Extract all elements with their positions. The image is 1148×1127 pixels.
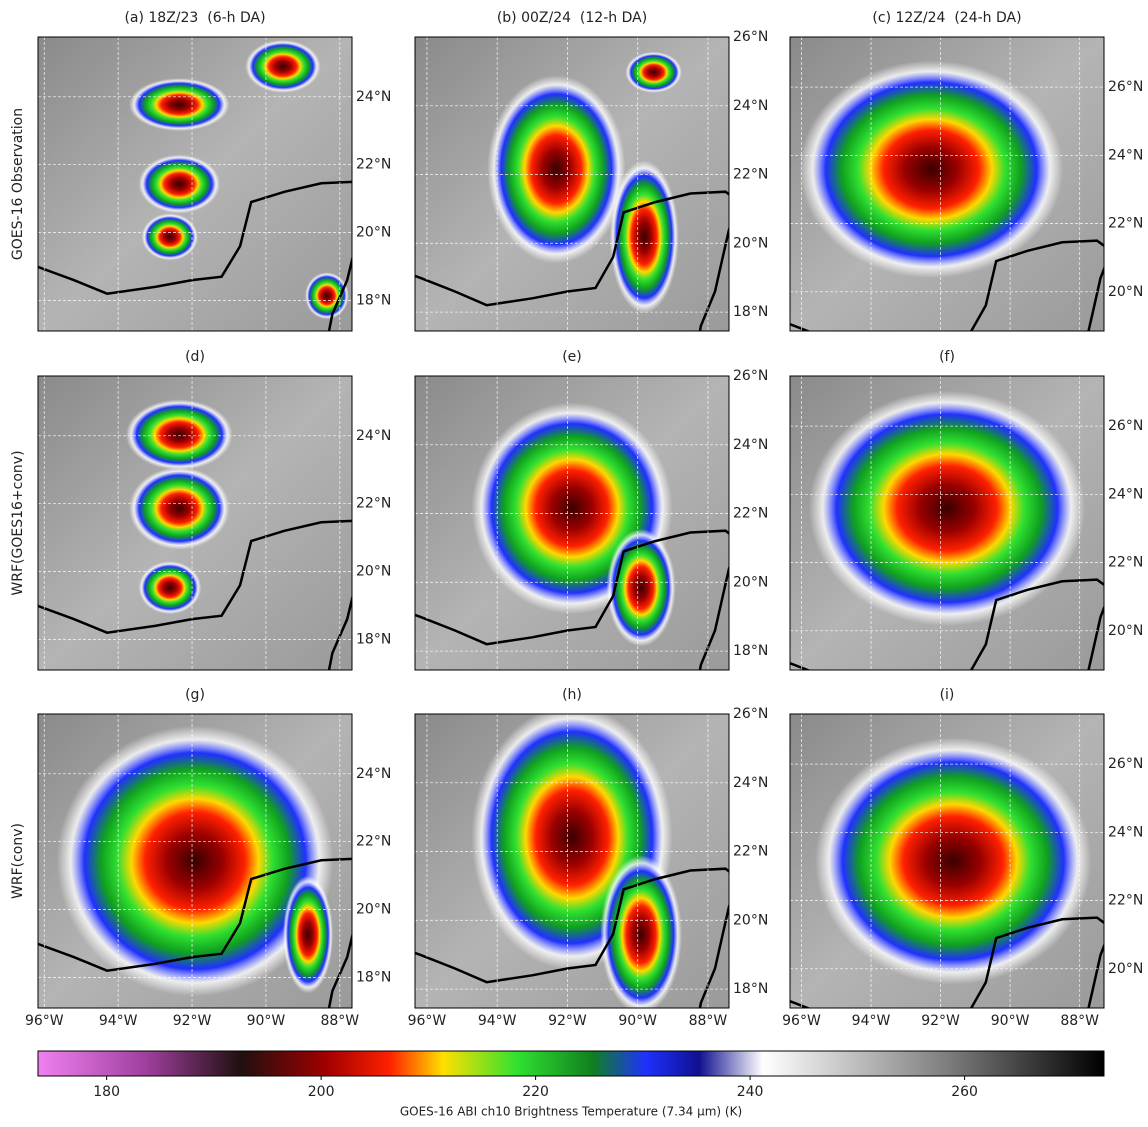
colorbar-tick-label: 180 bbox=[93, 1084, 120, 1100]
lat-tick-label: 18°N bbox=[356, 969, 391, 985]
lat-tick-label: 22°N bbox=[1108, 216, 1143, 232]
panel-title: (i) bbox=[940, 687, 955, 703]
lat-tick-label: 26°N bbox=[733, 368, 768, 384]
row-label: GOES-16 Observation bbox=[10, 108, 26, 260]
lat-tick-label: 24°N bbox=[356, 766, 391, 782]
cloud-area bbox=[799, 61, 1063, 279]
lat-tick-label: 20°N bbox=[733, 574, 768, 590]
cloud-area bbox=[138, 155, 220, 214]
panel-title: (b) 00Z/24 (12-h DA) bbox=[497, 10, 647, 26]
lat-tick-label: 24°N bbox=[733, 98, 768, 114]
colorbar bbox=[38, 1051, 1104, 1076]
lat-tick-label: 24°N bbox=[733, 775, 768, 791]
lon-tick-label: 96°W bbox=[408, 1013, 447, 1029]
lon-tick-label: 90°W bbox=[247, 1013, 286, 1029]
colorbar-tick-label: 200 bbox=[308, 1084, 335, 1100]
cloud-area bbox=[129, 78, 229, 131]
lon-tick-label: 92°W bbox=[921, 1013, 960, 1029]
panel-title: (a) 18Z/23 (6-h DA) bbox=[124, 10, 265, 26]
lon-tick-label: 92°W bbox=[173, 1013, 212, 1029]
lon-tick-label: 90°W bbox=[618, 1013, 657, 1029]
map-panel bbox=[7, 37, 373, 351]
lat-tick-label: 18°N bbox=[356, 631, 391, 647]
cloud-area bbox=[129, 467, 229, 549]
cloud-area bbox=[245, 40, 320, 93]
colorbar-tick-label: 260 bbox=[951, 1084, 978, 1100]
lat-tick-label: 20°N bbox=[733, 912, 768, 928]
row-label: WRF(conv) bbox=[10, 823, 26, 899]
map-panel bbox=[767, 714, 1111, 1088]
lat-tick-label: 20°N bbox=[356, 564, 391, 580]
cloud-area bbox=[126, 400, 233, 471]
lat-tick-label: 26°N bbox=[1108, 418, 1143, 434]
map-panel bbox=[392, 705, 740, 1041]
map-panel bbox=[392, 37, 740, 364]
lat-tick-label: 18°N bbox=[733, 304, 768, 320]
lon-tick-label: 88°W bbox=[320, 1013, 359, 1029]
lon-tick-label: 94°W bbox=[852, 1013, 891, 1029]
row-label: WRF(GOES16+conv) bbox=[10, 450, 26, 595]
lat-tick-label: 22°N bbox=[733, 506, 768, 522]
lon-tick-label: 96°W bbox=[782, 1013, 821, 1029]
lat-tick-label: 18°N bbox=[733, 643, 768, 659]
panel-title: (f) bbox=[939, 349, 955, 365]
map-panel bbox=[7, 714, 373, 1028]
lat-tick-label: 24°N bbox=[1108, 486, 1143, 502]
lon-tick-label: 96°W bbox=[25, 1013, 64, 1029]
figure: GOES-16 Observation (a) 18Z/23 (6-h DA) 18… bbox=[0, 0, 1148, 1127]
lat-tick-label: 22°N bbox=[356, 834, 391, 850]
lat-tick-label: 20°N bbox=[356, 225, 391, 241]
lat-tick-label: 24°N bbox=[356, 89, 391, 105]
lat-tick-label: 20°N bbox=[356, 902, 391, 918]
lat-tick-label: 24°N bbox=[1108, 147, 1143, 163]
lon-tick-label: 88°W bbox=[1060, 1013, 1099, 1029]
lat-tick-label: 22°N bbox=[356, 157, 391, 173]
panel-title: (c) 12Z/24 (24-h DA) bbox=[872, 10, 1021, 26]
lon-tick-label: 94°W bbox=[99, 1013, 138, 1029]
lat-tick-label: 26°N bbox=[733, 706, 768, 722]
lat-tick-label: 20°N bbox=[1108, 284, 1143, 300]
panel-title: (e) bbox=[562, 349, 582, 365]
panel-title: (g) bbox=[185, 687, 205, 703]
lon-tick-label: 90°W bbox=[991, 1013, 1030, 1029]
lat-tick-label: 22°N bbox=[733, 844, 768, 860]
lat-tick-label: 22°N bbox=[1108, 893, 1143, 909]
cloud-area bbox=[142, 213, 199, 260]
lat-tick-label: 26°N bbox=[1108, 79, 1143, 95]
lat-tick-label: 24°N bbox=[733, 437, 768, 453]
panel-title: (d) bbox=[185, 349, 205, 365]
lat-tick-label: 20°N bbox=[733, 235, 768, 251]
lat-tick-label: 26°N bbox=[733, 29, 768, 45]
lat-tick-label: 24°N bbox=[1108, 824, 1143, 840]
lon-tick-label: 88°W bbox=[689, 1013, 728, 1029]
lat-tick-label: 18°N bbox=[733, 981, 768, 997]
lat-tick-label: 24°N bbox=[356, 428, 391, 444]
colorbar-tick-label: 220 bbox=[522, 1084, 549, 1100]
panel-title: (h) bbox=[562, 687, 582, 703]
lat-tick-label: 20°N bbox=[1108, 961, 1143, 977]
cloud-area bbox=[610, 160, 679, 313]
lat-tick-label: 26°N bbox=[1108, 756, 1143, 772]
lat-tick-label: 22°N bbox=[356, 496, 391, 512]
map-panel bbox=[7, 376, 373, 690]
colorbar-label: GOES-16 ABI ch10 Brightness Temperature … bbox=[400, 1105, 742, 1119]
map-panel bbox=[392, 376, 740, 703]
colorbar-tick-label: 240 bbox=[737, 1084, 764, 1100]
lat-tick-label: 18°N bbox=[356, 292, 391, 308]
lat-tick-label: 22°N bbox=[1108, 555, 1143, 571]
cloud-area bbox=[487, 75, 625, 263]
lon-tick-label: 92°W bbox=[548, 1013, 587, 1029]
cloud-area bbox=[815, 738, 1091, 985]
cloud-area bbox=[625, 52, 682, 93]
cloud-area bbox=[283, 876, 333, 994]
lat-tick-label: 20°N bbox=[1108, 623, 1143, 639]
lon-tick-label: 94°W bbox=[478, 1013, 517, 1029]
lat-tick-label: 22°N bbox=[733, 167, 768, 183]
cloud-area bbox=[305, 272, 349, 319]
